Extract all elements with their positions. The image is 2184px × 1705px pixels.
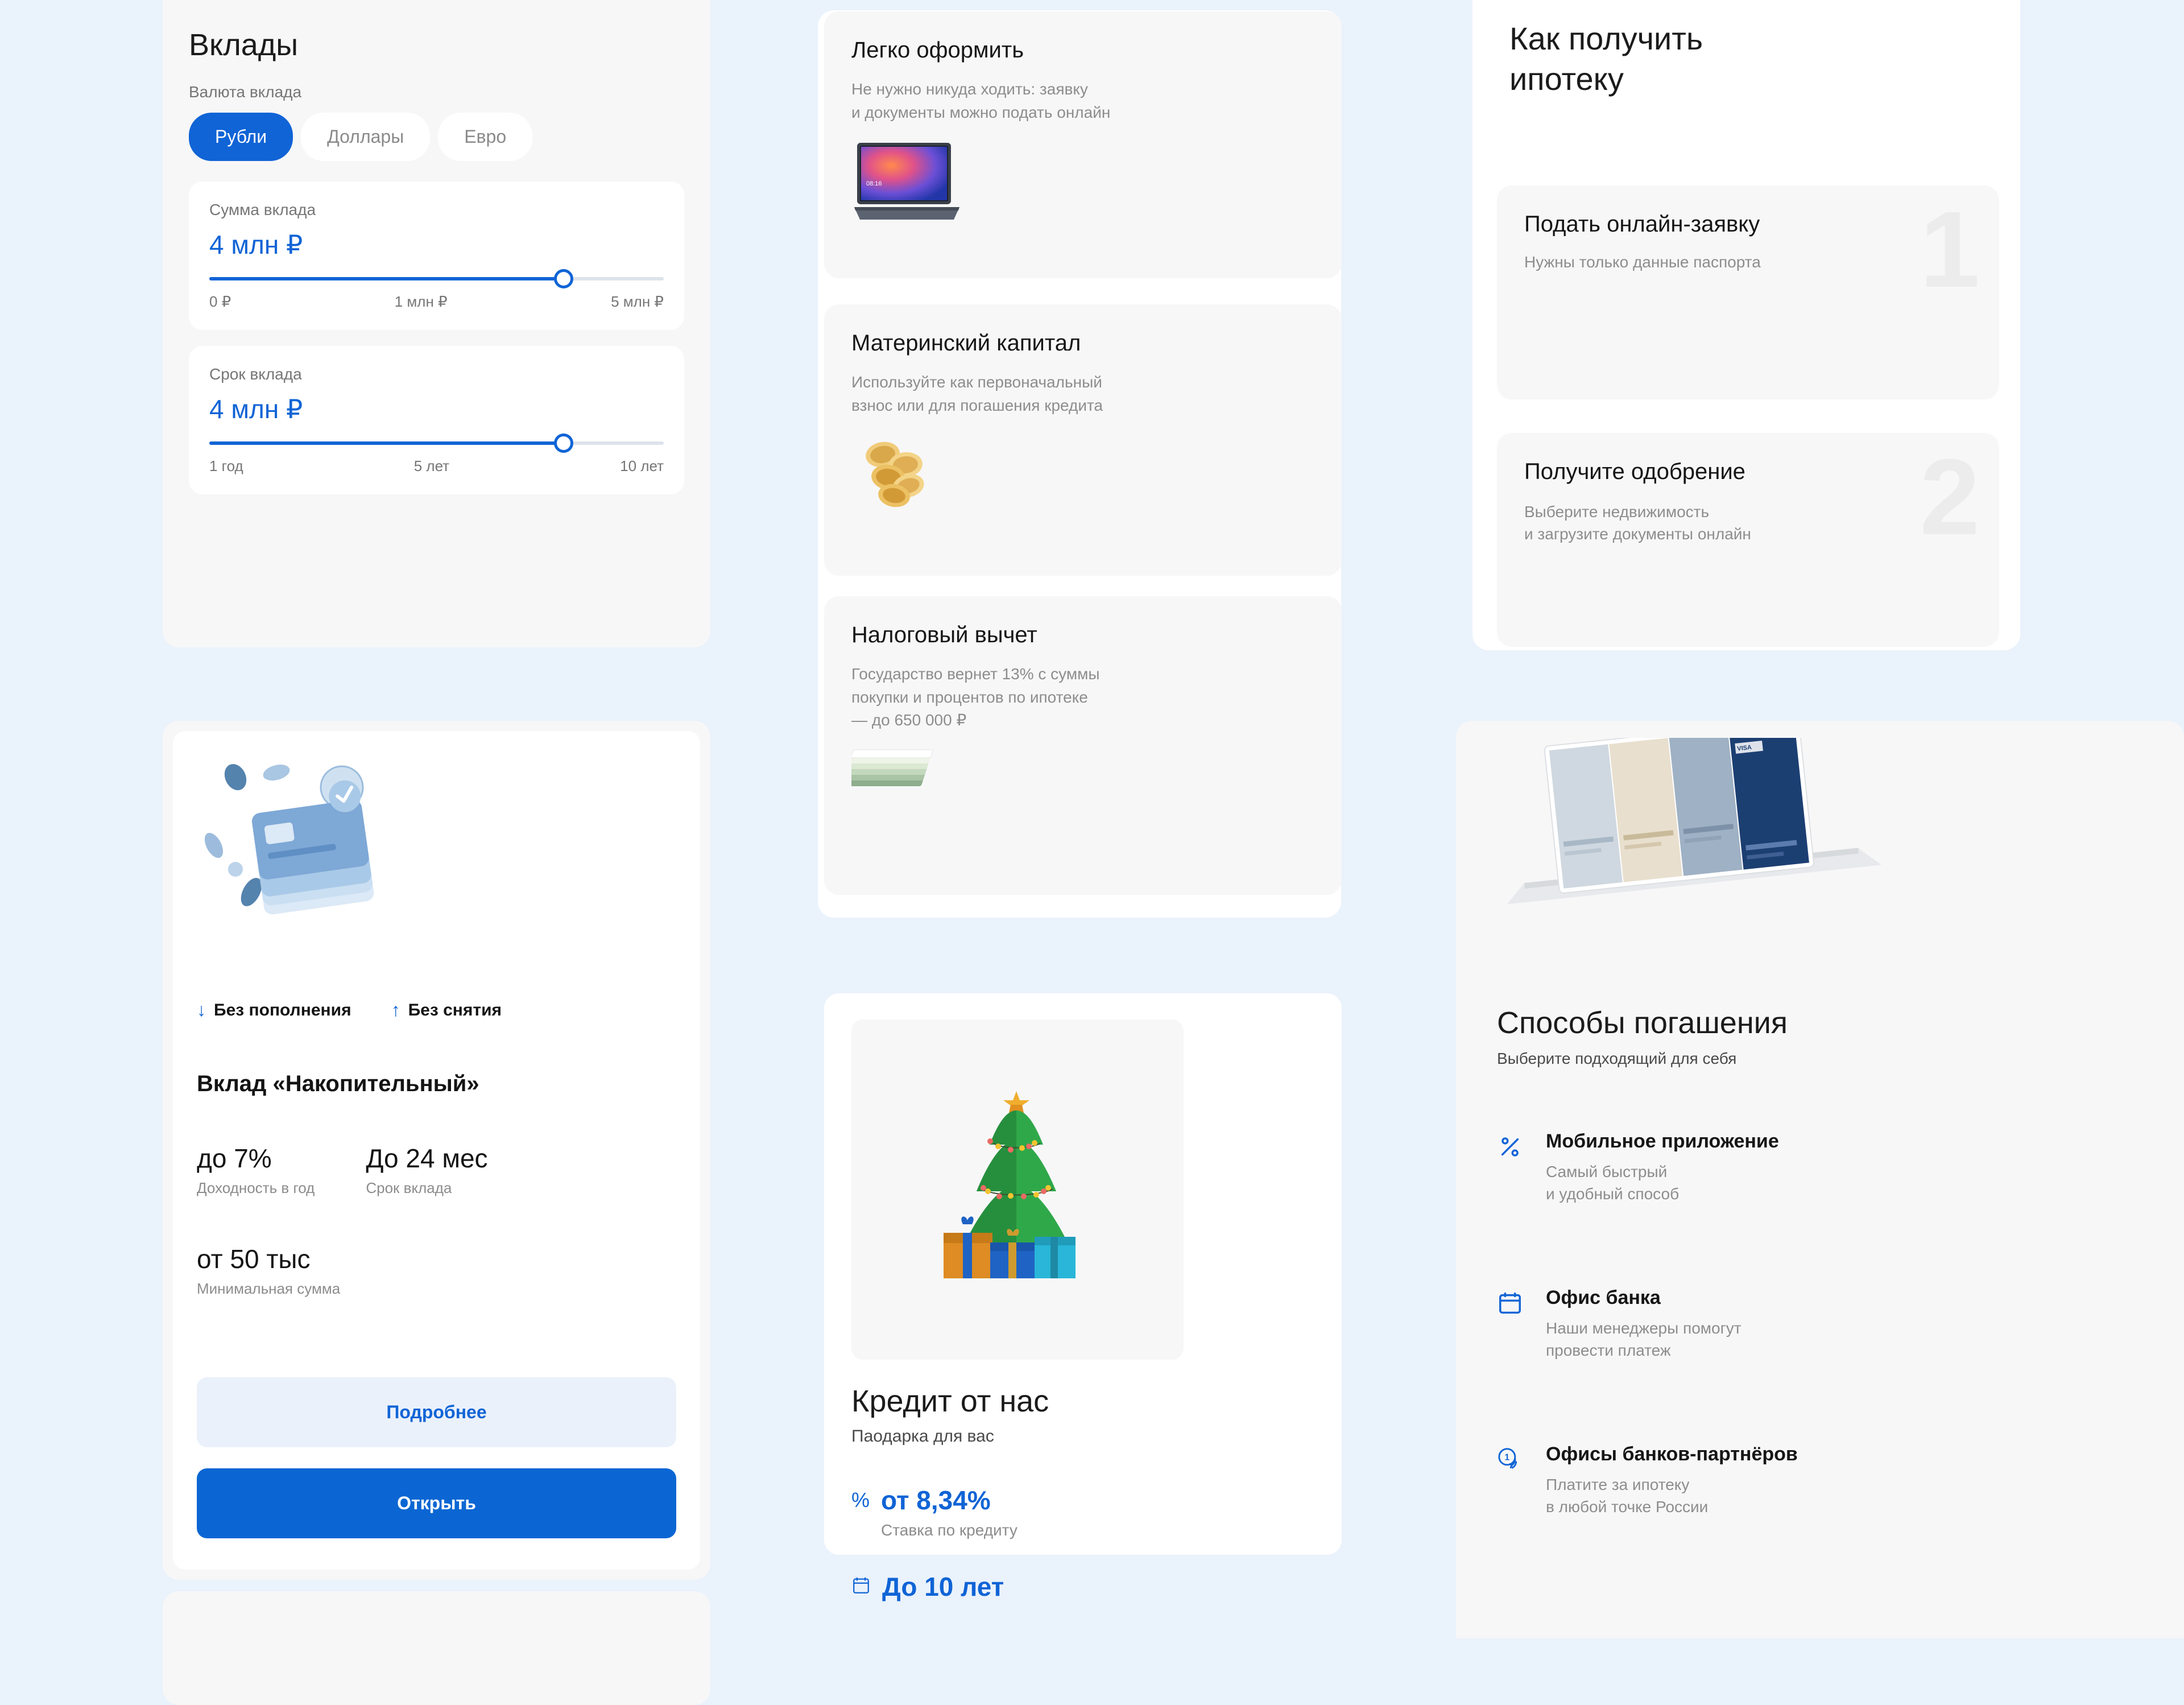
svg-text:1: 1 [1505, 1453, 1510, 1463]
svg-text:08:16: 08:16 [866, 180, 882, 187]
